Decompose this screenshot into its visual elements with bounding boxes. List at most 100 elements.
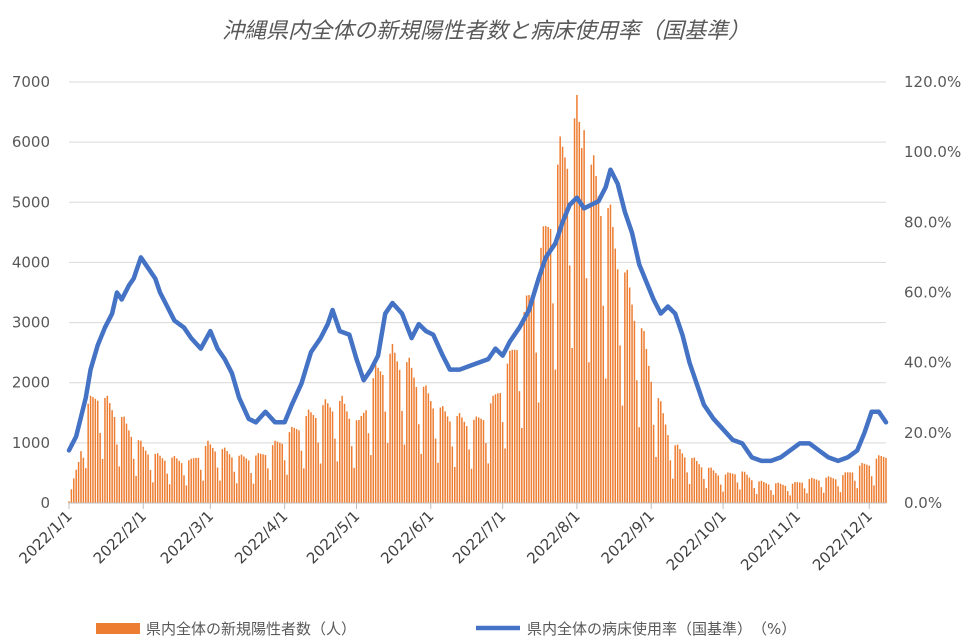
bar [240,454,243,503]
bar [140,440,142,503]
bar [751,480,753,503]
bar [168,484,171,503]
bar [480,418,482,503]
bar [281,443,283,503]
bar [418,424,420,503]
bar [142,446,145,503]
bar [672,478,674,503]
bar [564,157,566,504]
bar [861,462,863,503]
bar [566,168,569,503]
bar [190,458,192,503]
bar [571,347,573,503]
bar [482,420,485,503]
x-tick-label: 2022/2/1 [90,507,150,567]
bar [192,458,195,503]
bar [717,475,720,503]
bar [130,436,133,503]
bar [518,391,521,503]
bar [755,494,758,503]
bar [310,412,312,503]
bar [545,226,547,503]
bar [662,413,664,503]
bar [791,483,794,503]
bar [609,204,612,504]
bar [374,364,377,503]
bar [161,458,164,503]
bar [267,468,269,503]
bar [863,463,866,503]
bar [77,461,80,503]
bar [782,484,784,503]
bar [250,473,252,503]
bar [597,196,600,503]
bar [866,464,868,503]
bar [456,416,458,503]
bar [255,455,257,503]
bar [444,411,446,503]
bar [516,350,518,503]
bar [449,421,451,503]
bar [87,403,89,503]
bar [669,460,672,503]
bar [830,477,832,503]
bar [789,495,791,503]
bar [497,393,499,503]
bar [674,445,676,503]
bar [394,352,396,503]
bar [89,395,92,503]
bar [372,378,375,503]
bar [185,485,188,503]
bar [413,377,415,503]
bar [875,458,878,503]
bar [535,352,537,503]
bar [688,484,691,503]
bar [360,416,363,503]
bar [219,480,221,503]
bar [324,399,327,503]
bar [612,227,614,503]
bar [700,467,703,503]
x-tick-label: 2022/3/1 [157,507,217,567]
bar [820,487,823,503]
bar [657,398,660,503]
bar [607,208,609,503]
bar [473,419,475,503]
bar [173,455,176,503]
bar [509,350,511,503]
bar [389,353,391,503]
bar [101,459,104,503]
bar [844,472,847,503]
bar [559,136,561,503]
bar [437,462,439,503]
bar [628,287,631,503]
bar [468,449,470,503]
bar [408,357,410,503]
bar [521,427,523,503]
bar [616,269,619,503]
bar [382,374,384,503]
bar [885,457,887,503]
bar [391,343,394,503]
bar [420,453,422,503]
bar [739,489,741,503]
bar [485,443,487,503]
bar [338,400,341,503]
bar [724,474,727,503]
bar [104,397,106,503]
legend-bar-label: 県内全体の新規陽性者数（人） [146,620,356,638]
bar [180,463,183,503]
bar [578,121,581,504]
bar [365,410,367,503]
bar [492,395,494,503]
bar [870,476,873,503]
bar [839,492,842,503]
bar [200,469,202,503]
bar [425,385,427,503]
bar [128,430,130,503]
bar [183,475,185,503]
bar [458,413,461,503]
bar [542,226,545,503]
bar [465,426,468,503]
bar [80,451,82,503]
